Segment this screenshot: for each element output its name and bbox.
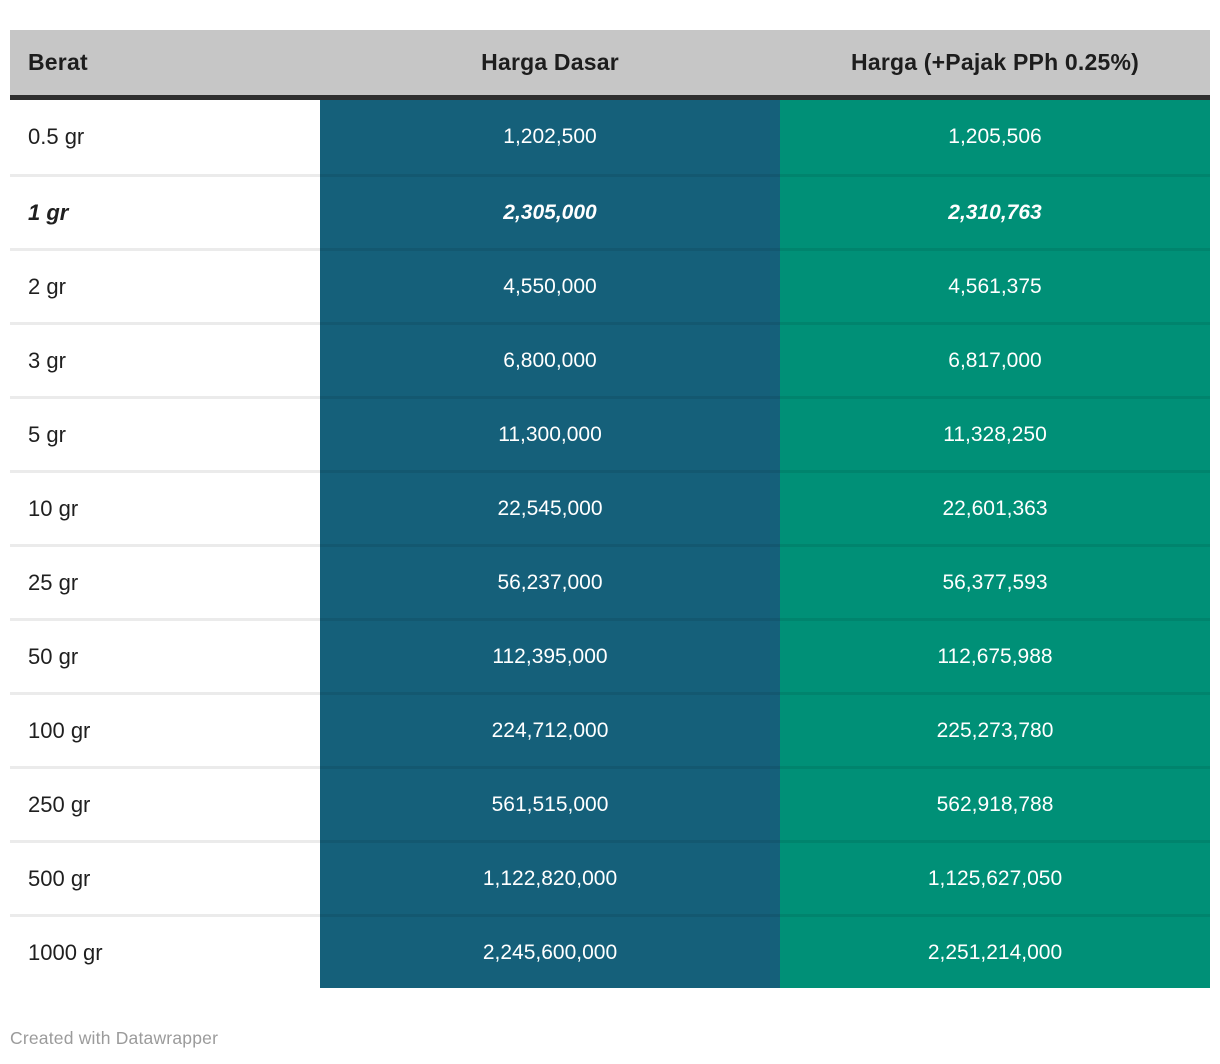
table-row: 1 gr 2,305,000 2,310,763: [10, 174, 1210, 248]
price-table: Berat Harga Dasar Harga (+Pajak PPh 0.25…: [10, 30, 1210, 988]
table-row: 250 gr 561,515,000 562,918,788: [10, 766, 1210, 840]
harga-pajak-cell: 1,205,506: [780, 100, 1210, 174]
harga-pajak-cell: 112,675,988: [780, 618, 1210, 692]
harga-pajak-cell: 2,310,763: [780, 174, 1210, 248]
weight-cell: 250 gr: [10, 766, 320, 840]
harga-dasar-cell: 112,395,000: [320, 618, 780, 692]
harga-dasar-cell: 6,800,000: [320, 322, 780, 396]
harga-dasar-cell: 11,300,000: [320, 396, 780, 470]
weight-cell: 3 gr: [10, 322, 320, 396]
harga-pajak-cell: 225,273,780: [780, 692, 1210, 766]
harga-pajak-cell: 11,328,250: [780, 396, 1210, 470]
harga-dasar-cell: 2,245,600,000: [320, 914, 780, 988]
table-row: 0.5 gr 1,202,500 1,205,506: [10, 100, 1210, 174]
attribution-link[interactable]: Created with Datawrapper: [10, 1028, 219, 1048]
weight-cell: 0.5 gr: [10, 100, 320, 174]
harga-dasar-cell: 56,237,000: [320, 544, 780, 618]
harga-pajak-cell: 22,601,363: [780, 470, 1210, 544]
harga-dasar-cell: 2,305,000: [320, 174, 780, 248]
table-row: 10 gr 22,545,000 22,601,363: [10, 470, 1210, 544]
table-row: 500 gr 1,122,820,000 1,125,627,050: [10, 840, 1210, 914]
harga-pajak-cell: 4,561,375: [780, 248, 1210, 322]
harga-dasar-cell: 561,515,000: [320, 766, 780, 840]
harga-pajak-cell: 56,377,593: [780, 544, 1210, 618]
table-row: 25 gr 56,237,000 56,377,593: [10, 544, 1210, 618]
table-row: 5 gr 11,300,000 11,328,250: [10, 396, 1210, 470]
table-row: 50 gr 112,395,000 112,675,988: [10, 618, 1210, 692]
weight-cell: 100 gr: [10, 692, 320, 766]
table-row: 1000 gr 2,245,600,000 2,251,214,000: [10, 914, 1210, 988]
weight-cell: 10 gr: [10, 470, 320, 544]
harga-dasar-cell: 1,202,500: [320, 100, 780, 174]
harga-dasar-cell: 224,712,000: [320, 692, 780, 766]
weight-cell: 50 gr: [10, 618, 320, 692]
header-harga-pajak: Harga (+Pajak PPh 0.25%): [851, 49, 1139, 75]
harga-pajak-cell: 2,251,214,000: [780, 914, 1210, 988]
table-row: 100 gr 224,712,000 225,273,780: [10, 692, 1210, 766]
harga-pajak-cell: 562,918,788: [780, 766, 1210, 840]
harga-dasar-cell: 22,545,000: [320, 470, 780, 544]
weight-cell: 1000 gr: [10, 914, 320, 988]
table-body: 0.5 gr 1,202,500 1,205,506 1 gr 2,305,00…: [10, 100, 1210, 988]
harga-dasar-cell: 1,122,820,000: [320, 840, 780, 914]
harga-pajak-cell: 6,817,000: [780, 322, 1210, 396]
weight-cell: 5 gr: [10, 396, 320, 470]
header-berat: Berat: [28, 49, 88, 75]
harga-pajak-cell: 1,125,627,050: [780, 840, 1210, 914]
table-row: 2 gr 4,550,000 4,561,375: [10, 248, 1210, 322]
table-header-row: Berat Harga Dasar Harga (+Pajak PPh 0.25…: [10, 30, 1210, 100]
harga-dasar-cell: 4,550,000: [320, 248, 780, 322]
weight-cell: 500 gr: [10, 840, 320, 914]
weight-cell: 1 gr: [10, 174, 320, 248]
weight-cell: 2 gr: [10, 248, 320, 322]
header-harga-dasar: Harga Dasar: [481, 49, 619, 75]
weight-cell: 25 gr: [10, 544, 320, 618]
table-row: 3 gr 6,800,000 6,817,000: [10, 322, 1210, 396]
